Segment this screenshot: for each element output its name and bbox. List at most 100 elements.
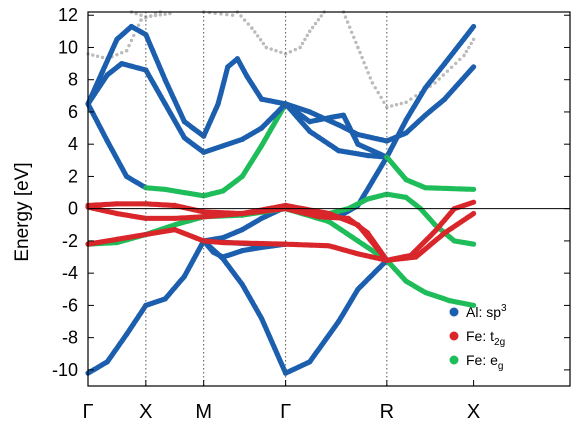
colored-bands-layer bbox=[85, 23, 477, 376]
band-point bbox=[364, 66, 368, 70]
band-point bbox=[139, 18, 143, 22]
band-point bbox=[149, 14, 153, 18]
band-point bbox=[366, 71, 370, 75]
band-point bbox=[441, 73, 445, 77]
band-point bbox=[132, 33, 136, 38]
y-tick-label: -2 bbox=[62, 231, 78, 251]
band-point bbox=[433, 81, 437, 85]
band-point bbox=[471, 23, 477, 30]
band-point bbox=[134, 11, 138, 16]
gray-band bbox=[129, 10, 172, 19]
band-point bbox=[350, 30, 354, 34]
band-point bbox=[163, 12, 167, 16]
legend-marker bbox=[449, 355, 459, 365]
band-point bbox=[239, 14, 243, 18]
band-point bbox=[258, 38, 263, 42]
band-point bbox=[404, 100, 408, 105]
band-point bbox=[454, 61, 458, 66]
band-point bbox=[100, 55, 105, 60]
band-point bbox=[139, 13, 143, 17]
band-point bbox=[264, 45, 268, 50]
band-point bbox=[449, 65, 454, 70]
kpoint-label: X bbox=[139, 401, 152, 423]
band-point bbox=[373, 86, 377, 90]
band-point bbox=[129, 38, 134, 43]
band-point bbox=[253, 30, 257, 34]
band-point bbox=[242, 18, 247, 22]
band-line bbox=[85, 204, 390, 263]
band-point bbox=[153, 13, 158, 18]
band-point bbox=[256, 34, 260, 38]
band-point bbox=[462, 53, 466, 58]
band-point bbox=[246, 22, 250, 26]
band-point bbox=[316, 18, 321, 22]
band-point bbox=[414, 94, 418, 98]
band-point bbox=[158, 13, 162, 17]
legend-label: Al: sp3 bbox=[466, 303, 507, 320]
legend-label: Fe: t2g bbox=[466, 328, 505, 348]
band-line bbox=[85, 227, 390, 263]
band-line bbox=[201, 101, 289, 155]
band-line bbox=[283, 257, 390, 376]
plot-frame bbox=[87, 11, 571, 387]
y-tick-label: 0 bbox=[68, 199, 78, 219]
band-point bbox=[219, 12, 223, 16]
band-point bbox=[409, 97, 413, 101]
kpoint-label: X bbox=[467, 401, 480, 423]
band-point bbox=[298, 45, 302, 50]
legend: Al: sp3 Fe: t2g Fe: eg bbox=[449, 303, 507, 372]
band-point bbox=[376, 90, 380, 95]
legend-label: Fe: eg bbox=[466, 352, 503, 372]
band-point bbox=[471, 241, 477, 247]
y-axis-label: Energy [eV] bbox=[12, 162, 33, 261]
band-point bbox=[362, 61, 366, 65]
band-point bbox=[230, 13, 235, 17]
band-point bbox=[394, 103, 399, 107]
band-point bbox=[467, 45, 471, 50]
band-line bbox=[283, 101, 390, 160]
y-tick-label: -10 bbox=[52, 360, 78, 380]
band-point bbox=[390, 104, 394, 108]
band-line bbox=[85, 101, 149, 191]
band-line bbox=[384, 64, 477, 144]
band-point bbox=[127, 43, 131, 48]
band-point bbox=[345, 20, 350, 24]
kpoint-label: Γ bbox=[82, 401, 93, 423]
band-point bbox=[313, 21, 318, 26]
band-point bbox=[288, 50, 293, 54]
band-point bbox=[91, 53, 95, 57]
band-point bbox=[303, 37, 307, 42]
band-point bbox=[464, 49, 469, 54]
y-tick-label: 10 bbox=[58, 37, 78, 57]
band-point bbox=[348, 25, 352, 29]
gray-band bbox=[235, 10, 326, 56]
band-point bbox=[458, 57, 462, 62]
y-tick-label: 12 bbox=[58, 5, 78, 25]
band-line bbox=[201, 56, 289, 139]
band-point bbox=[120, 51, 124, 55]
kpoint-label: Γ bbox=[280, 401, 291, 423]
band-point bbox=[293, 47, 297, 52]
gray-bands-layer bbox=[86, 10, 476, 109]
band-point bbox=[382, 100, 386, 105]
legend-marker bbox=[449, 331, 459, 341]
band-line bbox=[384, 257, 477, 308]
band-point bbox=[368, 76, 372, 80]
band-point bbox=[399, 101, 403, 106]
band-line bbox=[85, 23, 207, 139]
band-point bbox=[360, 55, 364, 60]
y-tick-label: -6 bbox=[62, 295, 78, 315]
band-point bbox=[250, 26, 254, 30]
band-point bbox=[471, 199, 477, 205]
band-line bbox=[384, 23, 477, 160]
band-point bbox=[319, 14, 323, 18]
band-point bbox=[445, 69, 450, 73]
band-point bbox=[437, 77, 441, 81]
band-point bbox=[471, 210, 477, 217]
y-tick-label: 2 bbox=[68, 166, 78, 186]
band-point bbox=[471, 302, 477, 308]
band-point bbox=[168, 11, 172, 16]
band-point bbox=[358, 50, 362, 55]
band-point bbox=[283, 52, 288, 56]
